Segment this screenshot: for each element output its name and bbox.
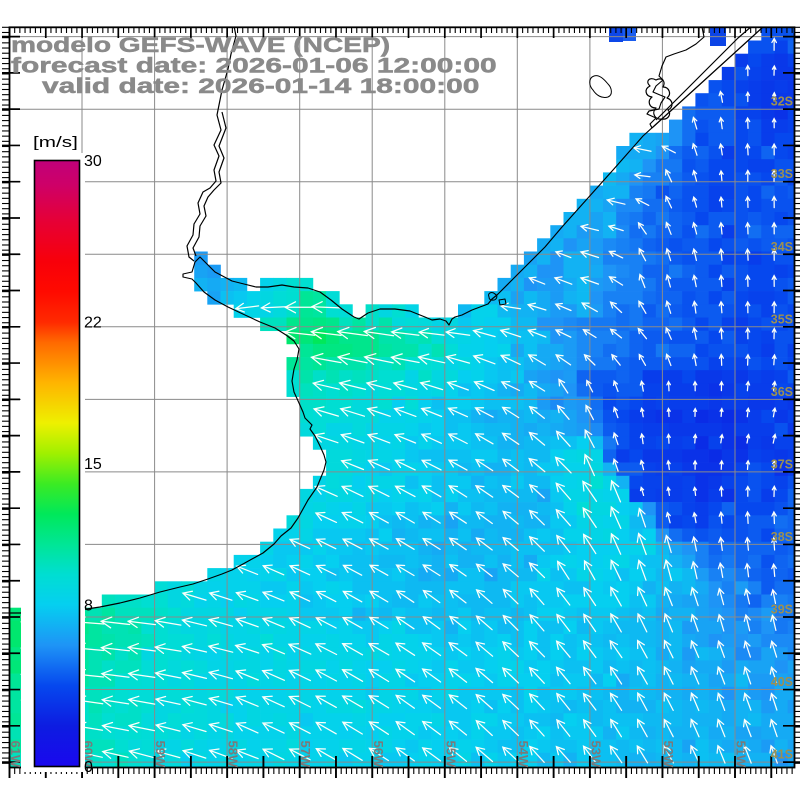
svg-text:36S: 36S — [771, 385, 793, 399]
svg-text:34S: 34S — [771, 240, 793, 254]
svg-text:39S: 39S — [771, 603, 793, 617]
svg-text:40S: 40S — [771, 675, 793, 689]
svg-text:8: 8 — [84, 598, 93, 615]
svg-text:22: 22 — [84, 315, 102, 332]
svg-text:0: 0 — [84, 759, 93, 776]
svg-text:56W: 56W — [371, 741, 386, 768]
svg-text:modelo GEFS-WAVE (NCEP): modelo GEFS-WAVE (NCEP) — [11, 34, 390, 57]
svg-text:forecast date: 2026-01-06 12:0: forecast date: 2026-01-06 12:00:00 — [11, 55, 497, 78]
svg-text:38S: 38S — [771, 530, 793, 544]
svg-text:35S: 35S — [771, 312, 793, 326]
svg-text:52W: 52W — [661, 741, 676, 768]
svg-text:61W: 61W — [8, 741, 23, 768]
svg-text:54W: 54W — [516, 741, 531, 768]
svg-text:33S: 33S — [771, 167, 793, 181]
svg-text:15: 15 — [84, 456, 102, 473]
svg-text:59W: 59W — [153, 741, 168, 768]
svg-text:30: 30 — [84, 153, 102, 170]
svg-text:51W: 51W — [734, 741, 749, 768]
svg-text:37S: 37S — [771, 457, 793, 471]
svg-text:58W: 58W — [226, 741, 241, 768]
svg-text:[m/s]: [m/s] — [33, 134, 78, 151]
svg-text:55W: 55W — [443, 741, 458, 768]
svg-text:53W: 53W — [588, 741, 603, 768]
svg-text:valid date: 2026-01-14 18:00:0: valid date: 2026-01-14 18:00:00 — [42, 75, 479, 98]
svg-text:41S: 41S — [771, 748, 793, 762]
svg-text:57W: 57W — [298, 741, 313, 768]
svg-text:32S: 32S — [771, 95, 793, 109]
